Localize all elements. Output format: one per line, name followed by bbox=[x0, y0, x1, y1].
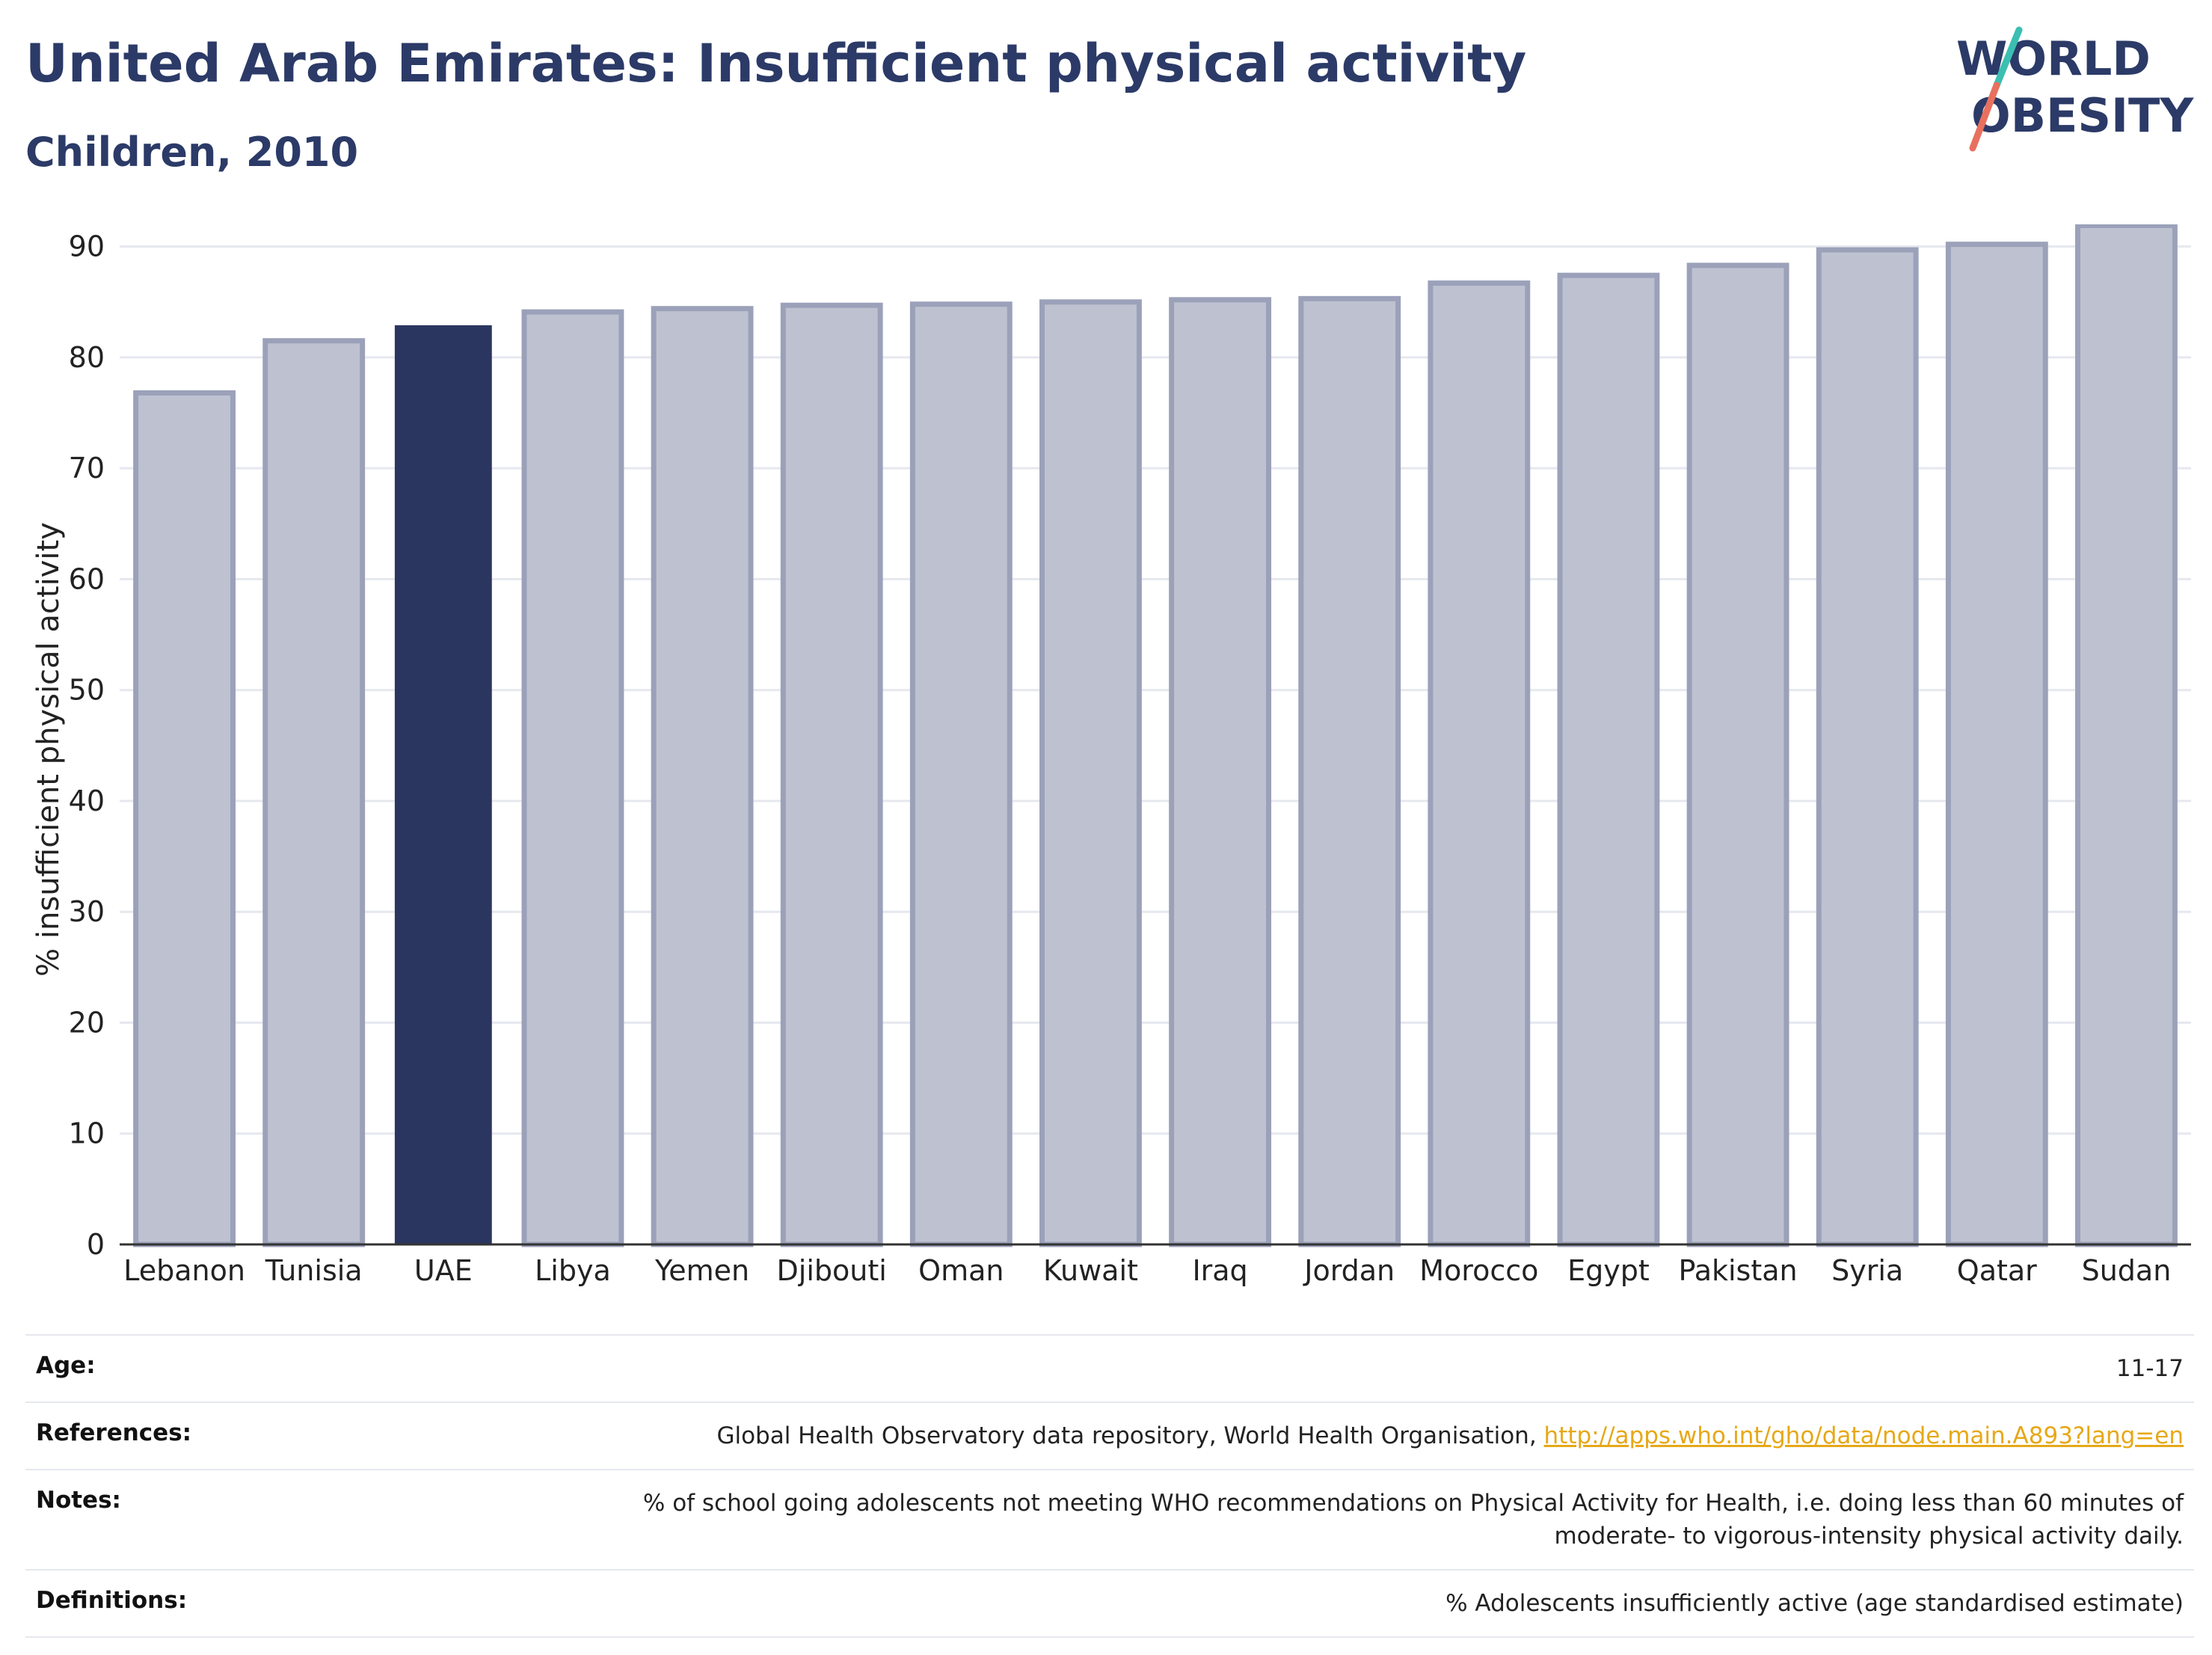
notes-line-1: % of school going adolescents not meetin… bbox=[642, 1490, 2184, 1517]
age-label: Age: bbox=[36, 1352, 96, 1379]
x-tick-label: Libya bbox=[535, 1254, 611, 1287]
references-text: Global Health Observatory data repositor… bbox=[716, 1422, 1537, 1449]
x-tick-label: Morocco bbox=[1419, 1254, 1538, 1287]
bar bbox=[2075, 224, 2178, 1247]
x-tick-label: Tunisia bbox=[265, 1254, 363, 1287]
x-tick-label: Djibouti bbox=[777, 1254, 887, 1287]
bar bbox=[651, 306, 754, 1247]
references-value: Global Health Observatory data repositor… bbox=[316, 1402, 2194, 1470]
bar bbox=[1945, 242, 2048, 1247]
x-tick-label: Egypt bbox=[1567, 1254, 1650, 1287]
y-tick-label: 30 bbox=[69, 895, 105, 928]
bar bbox=[262, 338, 366, 1247]
y-tick-label: 90 bbox=[69, 230, 105, 263]
bar bbox=[1039, 299, 1142, 1247]
y-tick-label: 20 bbox=[69, 1006, 105, 1039]
logo-word-world: WORLD bbox=[1956, 31, 2151, 86]
bar-chart: 0 10 20 30 40 50 60 70 80 90 Lebanon Tunisia UAE Liby… bbox=[31, 224, 2191, 1287]
info-table: Age: 11-17 References: Global Health Obs… bbox=[25, 1334, 2194, 1638]
bar bbox=[780, 302, 883, 1247]
x-tick-label: Qatar bbox=[1957, 1254, 2037, 1287]
axes: 0 10 20 30 40 50 60 70 80 90 Lebanon Tunisia UAE Liby… bbox=[69, 230, 2191, 1287]
logo-word-obesity: OBESITY bbox=[1971, 88, 2194, 143]
definitions-label: Definitions: bbox=[36, 1587, 188, 1614]
x-tick-label: Oman bbox=[918, 1254, 1004, 1287]
bar bbox=[521, 309, 624, 1247]
x-tick-label: Lebanon bbox=[123, 1254, 245, 1287]
bar bbox=[1557, 272, 1660, 1247]
references-label: References: bbox=[36, 1419, 192, 1446]
x-tick-label: Jordan bbox=[1303, 1254, 1395, 1287]
bar bbox=[133, 390, 236, 1247]
y-tick-label: 0 bbox=[87, 1228, 105, 1261]
references-link[interactable]: http://apps.who.int/gho/data/node.main.A… bbox=[1543, 1422, 2184, 1449]
y-tick-label: 80 bbox=[69, 341, 105, 374]
logo-slash-teal bbox=[1993, 26, 2023, 89]
x-tick-label: Sudan bbox=[2082, 1254, 2172, 1287]
x-tick-label: Pakistan bbox=[1679, 1254, 1798, 1287]
info-row-references: References: Global Health Observatory da… bbox=[25, 1402, 2194, 1470]
notes-label: Notes: bbox=[36, 1487, 121, 1514]
x-tick-label: Kuwait bbox=[1043, 1254, 1138, 1287]
y-tick-label: 40 bbox=[69, 784, 105, 817]
y-tick-label: 70 bbox=[69, 452, 105, 485]
y-tick-label: 10 bbox=[69, 1117, 105, 1150]
x-tick-label: Syria bbox=[1831, 1254, 1903, 1287]
bar bbox=[1298, 295, 1401, 1247]
age-value: 11-17 bbox=[2116, 1355, 2184, 1382]
x-tick-label: Iraq bbox=[1192, 1254, 1247, 1287]
bar bbox=[1428, 280, 1531, 1247]
notes-line-2: moderate- to vigorous-intensity physical… bbox=[1554, 1523, 2184, 1550]
bars bbox=[133, 224, 2178, 1247]
world-obesity-logo: WORLD OBESITY bbox=[1956, 26, 2194, 152]
chart-title: United Arab Emirates: Insufficient physi… bbox=[25, 33, 1527, 94]
bar bbox=[1686, 262, 1789, 1247]
y-axis-title: % insufficient physical activity bbox=[31, 522, 66, 977]
chart-subtitle: Children, 2010 bbox=[25, 129, 359, 176]
info-row-notes: Notes: % of school going adolescents not… bbox=[25, 1470, 2194, 1570]
notes-value: % of school going adolescents not meetin… bbox=[316, 1470, 2194, 1570]
definitions-value: % Adolescents insufficiently active (age… bbox=[1446, 1590, 2184, 1617]
bar bbox=[1816, 247, 1919, 1247]
bar bbox=[1169, 297, 1271, 1247]
bar bbox=[909, 301, 1013, 1247]
bar bbox=[394, 325, 492, 1245]
x-tick-label: UAE bbox=[414, 1254, 473, 1287]
info-row-definitions: Definitions: % Adolescents insufficientl… bbox=[25, 1570, 2194, 1637]
logo-slash-coral bbox=[1969, 82, 2000, 152]
y-tick-label: 60 bbox=[69, 562, 105, 595]
info-row-age: Age: 11-17 bbox=[25, 1335, 2194, 1402]
y-tick-label: 50 bbox=[69, 674, 105, 707]
x-tick-label: Yemen bbox=[654, 1254, 749, 1287]
